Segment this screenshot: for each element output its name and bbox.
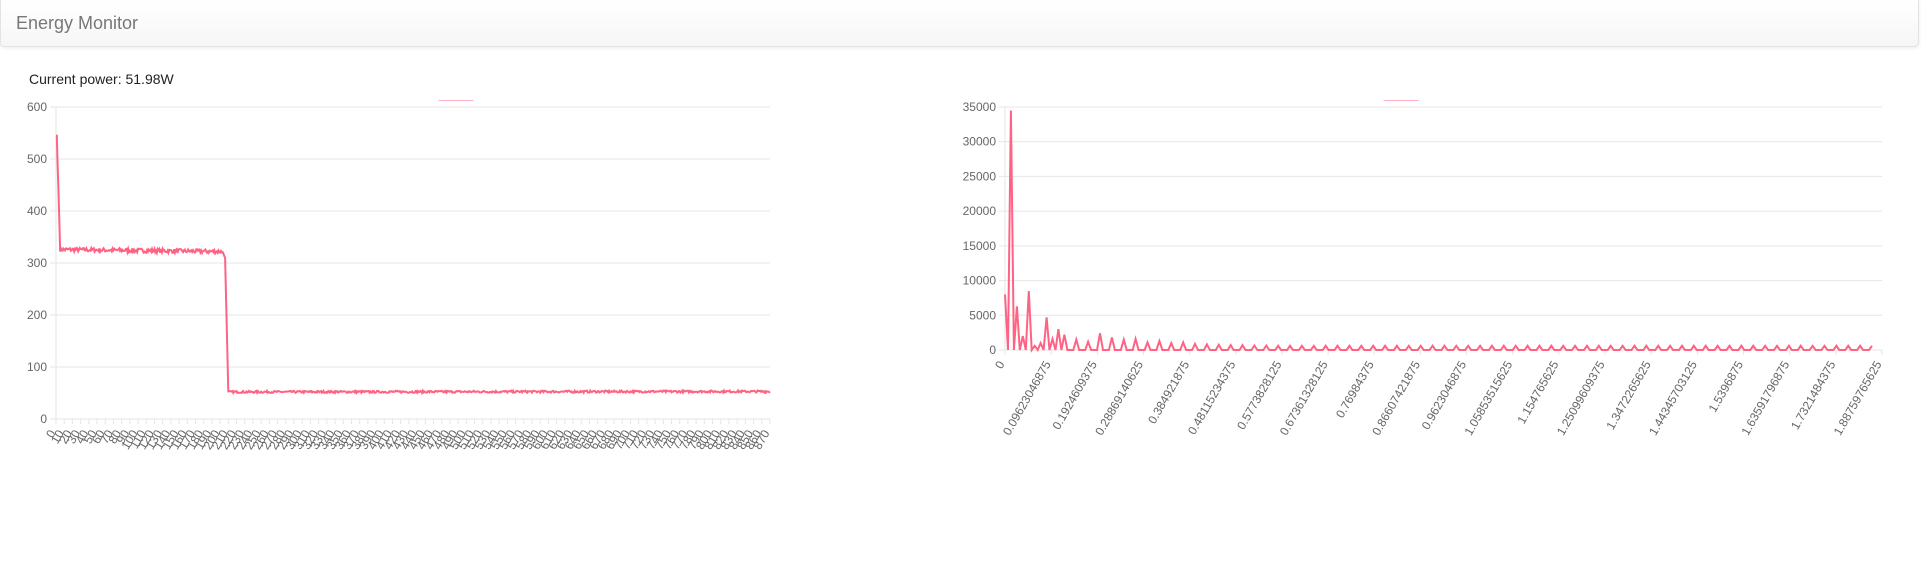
x-tick-label: 1.44345703125 — [1646, 358, 1700, 438]
y-tick-label: 10000 — [963, 274, 997, 288]
y-tick-label: 35000 — [963, 100, 997, 114]
x-tick-label: 1.154765625 — [1514, 358, 1561, 426]
x-tick-label: 1.5396875 — [1706, 358, 1747, 414]
y-tick-label: 20000 — [963, 204, 997, 218]
x-tick-label: 0.86607421875 — [1369, 358, 1423, 438]
current-chart: Current (mA)0100200300400500600010203040… — [27, 100, 773, 452]
y-tick-label: 200 — [27, 308, 47, 322]
x-tick-label: 0.384921875 — [1145, 358, 1192, 426]
fft-chart: FFT0500010000150002000025000300003500000… — [963, 100, 1885, 438]
y-tick-label: 0 — [989, 343, 996, 357]
x-tick-label: 0 — [992, 358, 1008, 371]
y-tick-label: 0 — [40, 412, 47, 426]
x-tick-label: 0.9623046875 — [1419, 358, 1470, 432]
x-tick-label: 30 — [64, 427, 83, 446]
x-tick-label: 90 — [114, 427, 133, 446]
top-navbar: Energy Monitor — [0, 0, 1919, 47]
x-tick-label: 0.09623046875 — [1000, 358, 1054, 438]
x-tick-label: 50 — [81, 427, 100, 446]
x-tick-label: 10 — [48, 427, 67, 446]
x-tick-label: 0.1924609375 — [1049, 358, 1100, 432]
x-tick-label: 1.05853515625 — [1461, 358, 1515, 438]
y-tick-label: 30000 — [963, 135, 997, 149]
x-tick-label: 80 — [105, 427, 124, 446]
y-tick-label: 100 — [27, 360, 47, 374]
x-tick-label: 0.5773828125 — [1234, 358, 1285, 432]
x-tick-label: 1.88759765625 — [1831, 358, 1885, 438]
y-tick-label: 500 — [27, 152, 47, 166]
x-tick-label: 0.67361328125 — [1277, 358, 1331, 438]
app-title[interactable]: Energy Monitor — [16, 13, 139, 33]
y-tick-label: 5000 — [969, 308, 996, 322]
x-tick-label: 0.28869140625 — [1092, 358, 1146, 438]
y-tick-label: 400 — [27, 204, 47, 218]
y-tick-label: 600 — [27, 100, 47, 114]
current-series-line — [55, 134, 771, 396]
x-tick-label: 1.63591796875 — [1738, 358, 1792, 438]
x-tick-label: 1.7321484375 — [1788, 358, 1839, 432]
x-tick-label: 70 — [97, 427, 116, 446]
y-tick-label: 25000 — [963, 169, 997, 183]
fft-series-line — [1004, 110, 1873, 353]
x-tick-label: 60 — [89, 427, 108, 446]
y-tick-label: 15000 — [963, 239, 997, 253]
x-tick-label: 20 — [56, 427, 75, 446]
y-tick-label: 300 — [27, 256, 47, 270]
x-tick-label: 0.48115234375 — [1185, 358, 1239, 437]
x-tick-label: 40 — [73, 427, 92, 446]
x-tick-label: 0.76984375 — [1333, 358, 1377, 420]
current-power-readout: Current power: 51.98W — [29, 71, 174, 87]
x-tick-label: 1.3472265625 — [1603, 358, 1654, 432]
x-tick-label: 1.25099609375 — [1554, 358, 1608, 438]
